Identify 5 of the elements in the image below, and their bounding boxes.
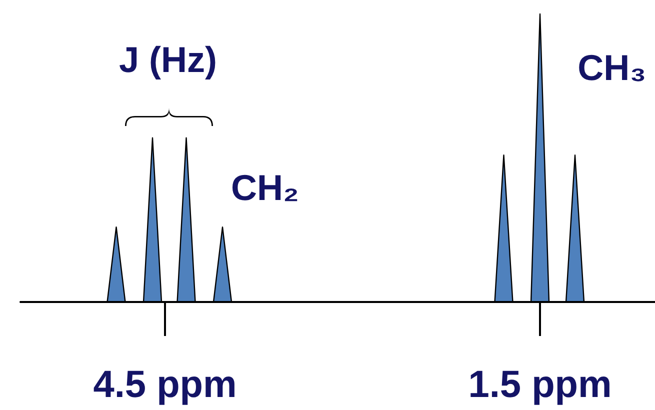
annotation: CH₂ [231, 167, 299, 208]
x-tick-label: 4.5 ppm [93, 364, 237, 406]
annotation: CH₃ [578, 47, 646, 88]
annotation: J (Hz) [119, 39, 217, 80]
x-tick-label: 1.5 ppm [468, 364, 612, 406]
